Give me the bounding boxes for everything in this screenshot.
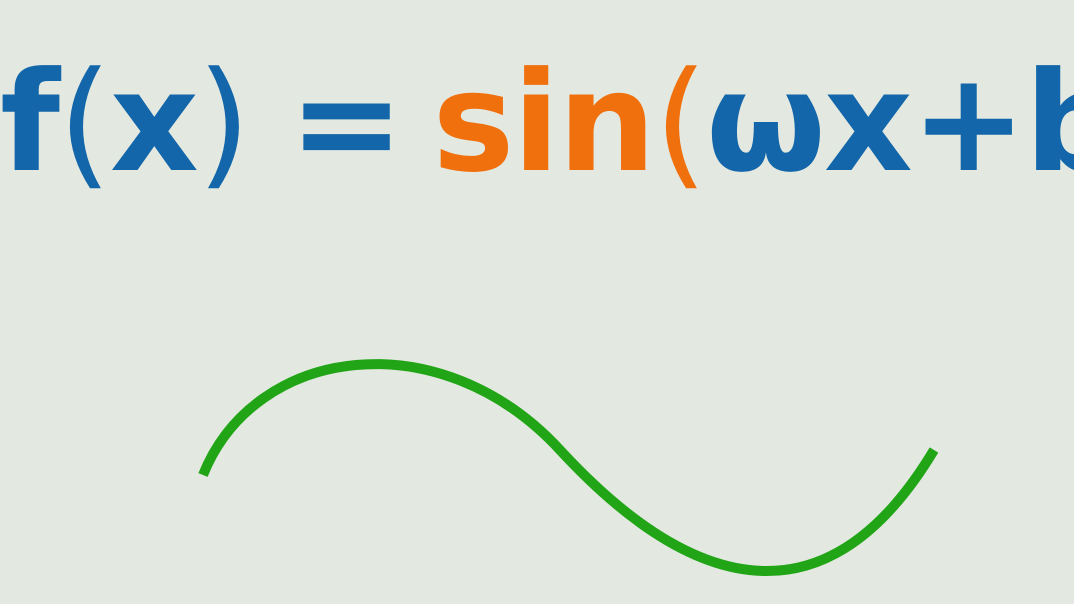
formula-open-paren-1: ( (58, 42, 112, 203)
formula-open-paren-2: ( (654, 42, 708, 203)
formula-f: f (0, 42, 60, 203)
formula-plus: + (910, 42, 1027, 203)
sine-curve (198, 359, 939, 577)
formula-b: b (1024, 42, 1074, 203)
formula-equals: = (288, 42, 405, 203)
formula-x: x (109, 42, 199, 203)
formula-sin: sin (432, 42, 656, 203)
formula: f(x)=sin(ωx+b) (0, 18, 1074, 228)
formula-x2: x (823, 42, 913, 203)
formula-close-paren-1: ) (196, 42, 251, 203)
formula-omega: ω (705, 42, 826, 203)
